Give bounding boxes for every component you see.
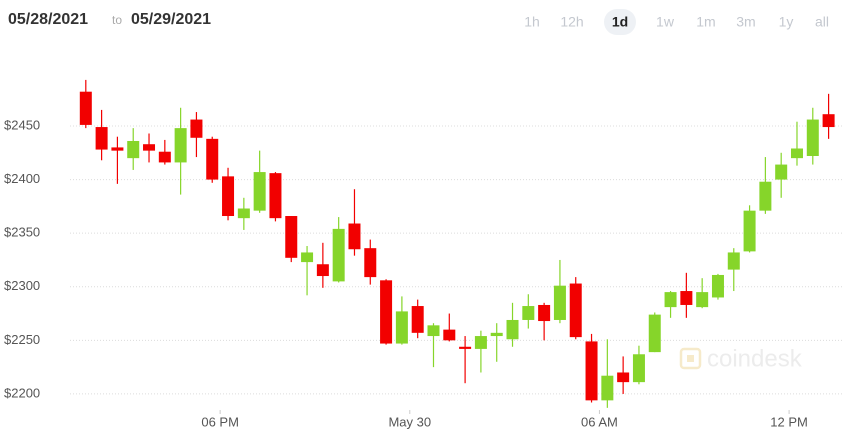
candle-body (743, 210, 756, 252)
candle-body (617, 372, 630, 383)
candle-body (237, 208, 250, 219)
x-tick-label: 06 PM (201, 414, 239, 429)
x-tick-label: May 30 (388, 414, 431, 429)
candle-body (411, 306, 424, 333)
x-tick-label: 06 AM (581, 414, 618, 429)
candle-body (285, 216, 298, 258)
candle-body (490, 332, 503, 337)
y-tick-label: $2250 (4, 332, 40, 347)
candle-body (253, 172, 266, 211)
candle-body (269, 173, 282, 219)
candle-body (506, 319, 519, 340)
candle-body (680, 291, 693, 305)
watermark: coindesk (679, 345, 803, 372)
y-tick-label: $2400 (4, 171, 40, 186)
date-separator: to (112, 13, 122, 27)
candle-body (127, 140, 140, 159)
candle-body (711, 274, 724, 298)
range-button[interactable]: 3m (736, 14, 755, 30)
range-button[interactable]: 1m (696, 14, 715, 30)
candle-body (601, 375, 614, 401)
candle-body (143, 144, 156, 151)
x-tick-label: 12 PM (770, 414, 808, 429)
candle-body (822, 114, 835, 128)
candle-body (111, 147, 124, 151)
date-to: 05/29/2021 (131, 11, 211, 28)
candle-body (585, 341, 598, 401)
range-button[interactable]: 12h (560, 14, 583, 30)
candle-body (395, 311, 408, 344)
candle-body (727, 252, 740, 270)
watermark-logo (679, 347, 702, 370)
candle-body (190, 119, 203, 138)
y-tick-label: $2350 (4, 225, 40, 240)
candle-body (380, 280, 393, 344)
watermark-text: coindesk (707, 345, 803, 372)
candle-body (364, 248, 377, 278)
candle-body (664, 292, 677, 308)
y-tick-label: $2200 (4, 385, 40, 400)
range-button-bg (604, 9, 636, 35)
candle-body (522, 306, 535, 320)
candle-body (158, 151, 171, 163)
candle-body (569, 283, 582, 338)
candle-body (348, 223, 361, 250)
candle-body (696, 292, 709, 308)
date-from: 05/28/2021 (8, 11, 88, 28)
range-button[interactable]: 1y (779, 14, 794, 30)
candle-body (775, 164, 788, 180)
candle-body (443, 329, 456, 341)
range-button[interactable]: all (815, 14, 829, 30)
candle-body (95, 127, 108, 150)
candle-body (222, 176, 235, 217)
range-button[interactable]: 1h (524, 14, 540, 30)
candle-body (332, 228, 345, 282)
candle-body (79, 91, 92, 125)
candle-body (759, 181, 772, 211)
candle-body (632, 354, 645, 383)
candle-body (648, 314, 661, 353)
range-button[interactable]: 1w (656, 14, 675, 30)
candle-body (459, 346, 472, 349)
candle-body (427, 325, 440, 337)
candle-body (316, 264, 329, 277)
watermark-logo (687, 355, 694, 362)
candle-body (538, 304, 551, 322)
candle-body (806, 119, 819, 156)
candle-body (474, 336, 487, 349)
candle-body (790, 148, 803, 159)
range-button[interactable]: 1d (612, 14, 628, 30)
y-tick-label: $2300 (4, 278, 40, 293)
candle-body (553, 285, 566, 320)
y-tick-label: $2450 (4, 117, 40, 132)
candle-body (301, 252, 314, 263)
candle-body (206, 138, 219, 180)
candle-body (174, 128, 187, 163)
